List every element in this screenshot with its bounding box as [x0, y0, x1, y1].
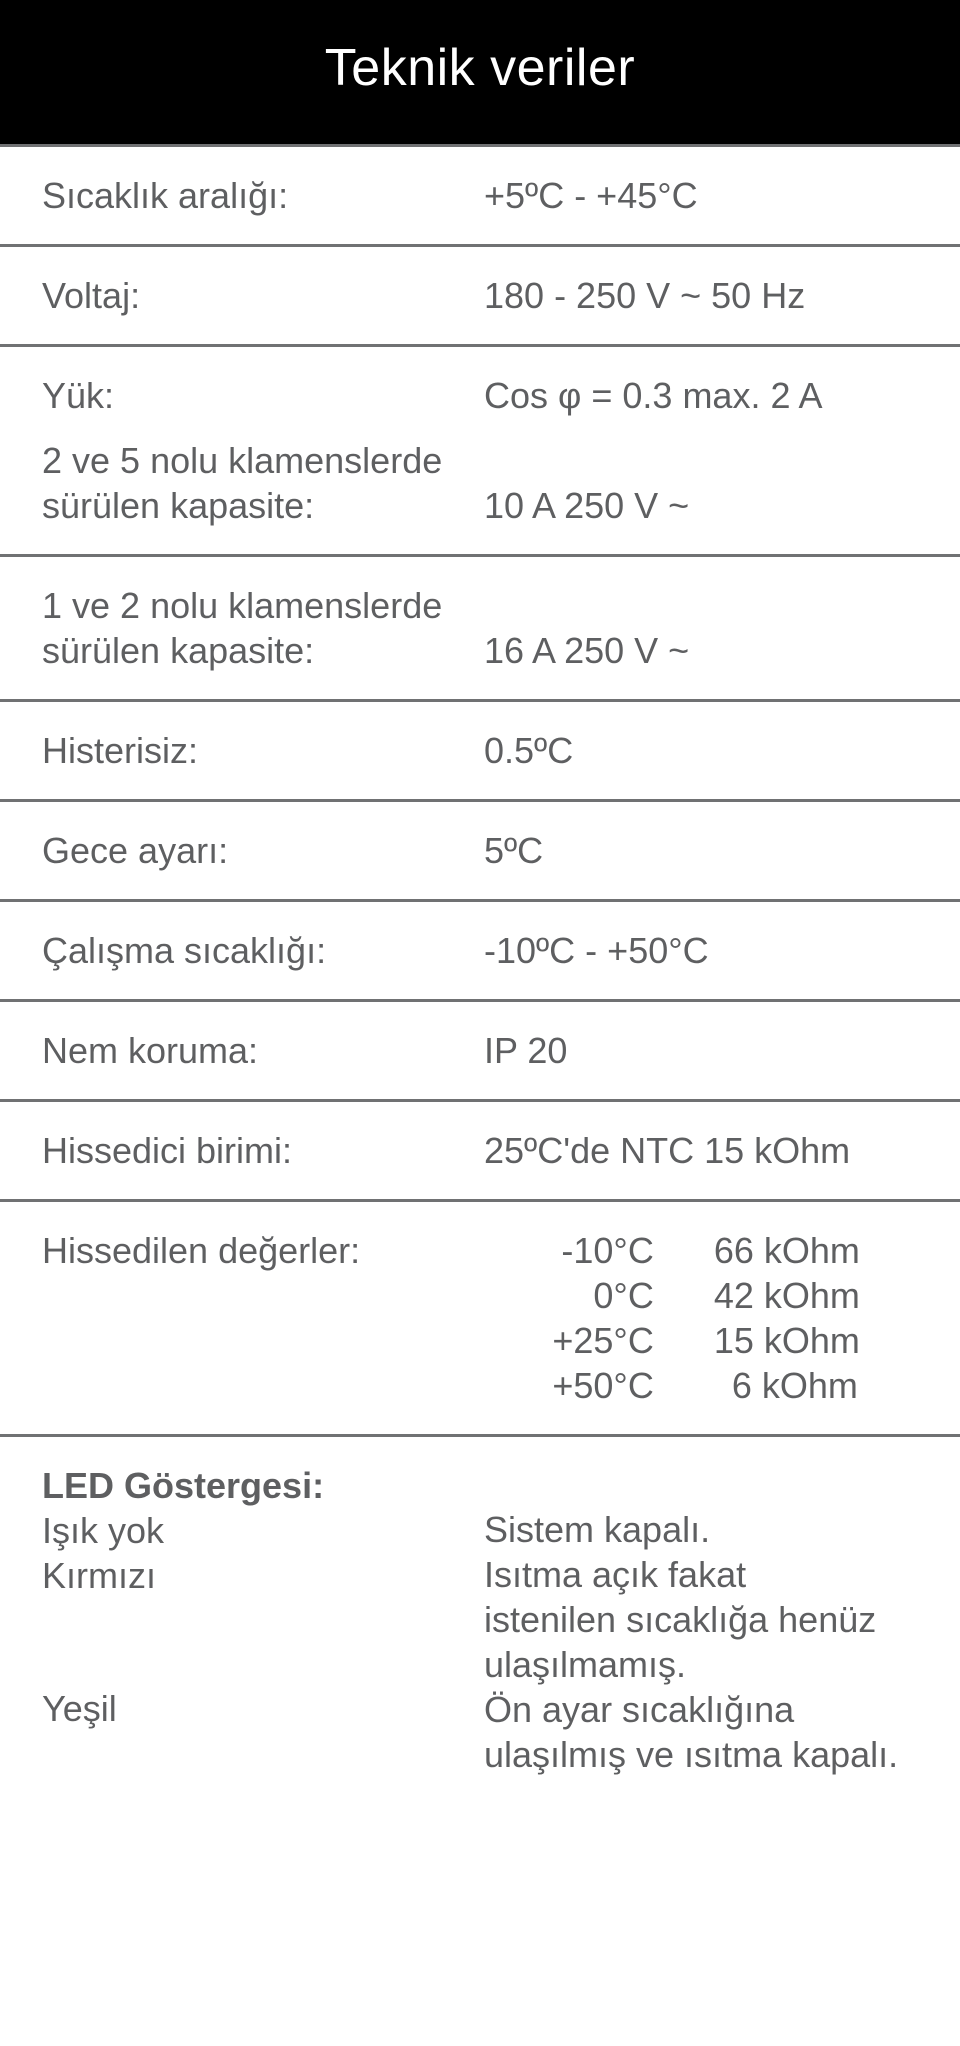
- led-state-desc: ulaşılmamış.: [484, 1642, 926, 1687]
- page-title: Teknik veriler: [0, 38, 960, 98]
- spec-label: Sıcaklık aralığı:: [42, 173, 484, 218]
- temp-value: +25°C: [484, 1318, 714, 1363]
- spec-value: 5ºC: [484, 828, 926, 873]
- temp-value: +50°C: [484, 1363, 714, 1408]
- ohm-value: 15 kOhm: [714, 1318, 926, 1363]
- led-labels: LED Göstergesi: Işık yok Kırmızı Yeşil: [42, 1463, 484, 1777]
- spec-value: -10ºC - +50°C: [484, 928, 926, 973]
- ohm-value: 42 kOhm: [714, 1273, 926, 1318]
- spec-value-text: 16 A 250 V ~: [484, 628, 689, 673]
- spec-value-text: 10 A 250 V ~: [484, 483, 689, 528]
- led-heading: LED Göstergesi:: [42, 1463, 474, 1508]
- spacer: [42, 1598, 474, 1686]
- table-row: Nem koruma: IP 20: [0, 1002, 960, 1102]
- spec-value: -10°C66 kOhm 0°C42 kOhm +25°C15 kOhm +50…: [484, 1228, 926, 1408]
- table-row: LED Göstergesi: Işık yok Kırmızı Yeşil S…: [0, 1437, 960, 1803]
- spec-label-line: sürülen kapasite:: [42, 483, 474, 528]
- spec-value: 180 - 250 V ~ 50 Hz: [484, 273, 926, 318]
- table-row: Hissedilen değerler: -10°C66 kOhm 0°C42 …: [0, 1202, 960, 1437]
- table-row: Gece ayarı: 5ºC: [0, 802, 960, 902]
- led-state-label: Işık yok: [42, 1508, 474, 1553]
- spec-value: Cos φ = 0.3 max. 2 A: [484, 373, 926, 418]
- spec-label: Nem koruma:: [42, 1028, 484, 1073]
- spec-value: 0.5ºC: [484, 728, 926, 773]
- spec-value: +5ºC - +45°C: [484, 173, 926, 218]
- spec-value: 10 A 250 V ~: [484, 438, 926, 528]
- table-row: Voltaj: 180 - 250 V ~ 50 Hz: [0, 247, 960, 347]
- led-state-desc: Isıtma açık fakat: [484, 1552, 926, 1597]
- table-row: Sıcaklık aralığı: +5ºC - +45°C: [0, 147, 960, 247]
- spec-label-line: 1 ve 2 nolu klamenslerde: [42, 583, 474, 628]
- led-state-desc: ulaşılmış ve ısıtma kapalı.: [484, 1732, 926, 1777]
- spec-label: Histerisiz:: [42, 728, 484, 773]
- led-state-desc: Sistem kapalı.: [484, 1507, 926, 1552]
- spec-table: Teknik veriler Sıcaklık aralığı: +5ºC - …: [0, 0, 960, 1803]
- led-state-label: Yeşil: [42, 1686, 474, 1731]
- ohm-value: 6 kOhm: [714, 1363, 926, 1408]
- table-row: Çalışma sıcaklığı: -10ºC - +50°C: [0, 902, 960, 1002]
- table-row: Hissedici birimi: 25ºC'de NTC 15 kOhm: [0, 1102, 960, 1202]
- spec-label-line: sürülen kapasite:: [42, 628, 474, 673]
- table-header: Teknik veriler: [0, 0, 960, 147]
- ohm-value: 66 kOhm: [714, 1228, 926, 1273]
- led-values: Sistem kapalı. Isıtma açık fakat istenil…: [484, 1463, 926, 1777]
- spec-label: 1 ve 2 nolu klamenslerde sürülen kapasit…: [42, 583, 484, 673]
- table-row: 1 ve 2 nolu klamenslerde sürülen kapasit…: [0, 557, 960, 702]
- led-state-label: Kırmızı: [42, 1553, 474, 1598]
- spec-label: Çalışma sıcaklığı:: [42, 928, 484, 973]
- table-row: Yük: Cos φ = 0.3 max. 2 A 2 ve 5 nolu kl…: [0, 347, 960, 557]
- spacer: [484, 1463, 926, 1507]
- led-state-desc: istenilen sıcaklığa henüz: [484, 1597, 926, 1642]
- spec-value: 16 A 250 V ~: [484, 583, 926, 673]
- spec-label: Voltaj:: [42, 273, 484, 318]
- spec-label: Hissedici birimi:: [42, 1128, 484, 1173]
- spec-value: 25ºC'de NTC 15 kOhm: [484, 1128, 926, 1173]
- spec-label-line: 2 ve 5 nolu klamenslerde: [42, 438, 474, 483]
- spec-label: Gece ayarı:: [42, 828, 484, 873]
- spec-value: IP 20: [484, 1028, 926, 1073]
- spec-label: Yük:: [42, 373, 484, 418]
- spec-label: Hissedilen değerler:: [42, 1228, 484, 1408]
- table-row: Histerisiz: 0.5ºC: [0, 702, 960, 802]
- led-state-desc: Ön ayar sıcaklığına: [484, 1687, 926, 1732]
- temp-value: 0°C: [484, 1273, 714, 1318]
- temp-value: -10°C: [484, 1228, 714, 1273]
- spec-label: 2 ve 5 nolu klamenslerde sürülen kapasit…: [42, 438, 484, 528]
